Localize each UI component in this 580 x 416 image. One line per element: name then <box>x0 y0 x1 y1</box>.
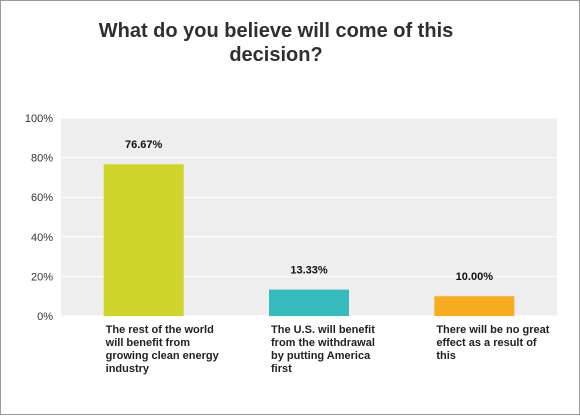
category-label: The rest of the world will benefit from … <box>105 324 219 375</box>
y-tick-label: 0% <box>37 311 53 323</box>
bar <box>103 164 184 316</box>
bar <box>434 296 515 316</box>
data-label: 76.67% <box>125 139 163 151</box>
y-tick-label: 80% <box>31 153 53 165</box>
bar <box>269 289 349 316</box>
data-label: 10.00% <box>456 271 494 283</box>
y-tick-label: 60% <box>31 192 53 204</box>
category-label: The U.S. will benefit from the withdrawa… <box>271 324 375 375</box>
category-label: There will be no great effect as a resul… <box>436 324 550 362</box>
data-label: 13.33% <box>290 265 328 277</box>
y-tick-label: 20% <box>31 271 53 283</box>
chart-title: What do you believe will come of this de… <box>98 20 454 66</box>
y-tick-label: 100% <box>25 113 53 125</box>
y-tick-label: 40% <box>31 232 53 244</box>
